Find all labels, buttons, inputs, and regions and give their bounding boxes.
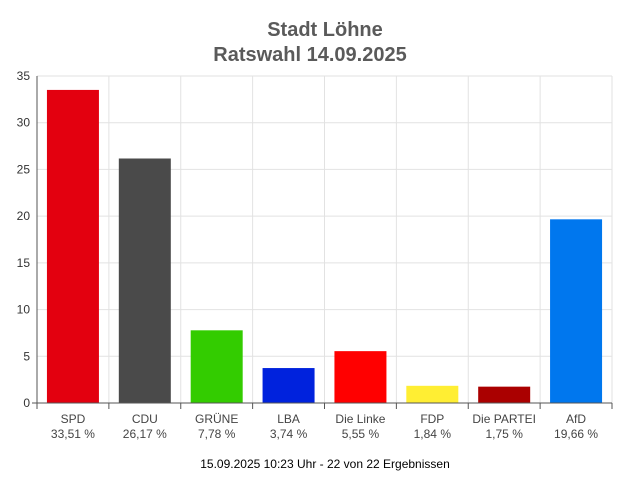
x-tick-label-lba: LBA bbox=[277, 412, 300, 426]
x-tick-label-die-linke: Die Linke bbox=[335, 412, 385, 426]
bar-die-linke bbox=[334, 351, 387, 403]
bar-afd bbox=[550, 219, 603, 403]
bar-fdp bbox=[406, 385, 459, 403]
x-tick-label-cdu: CDU bbox=[132, 412, 158, 426]
value-label-afd: 19,66 % bbox=[554, 427, 598, 441]
x-tick-label-fdp: FDP bbox=[420, 412, 444, 426]
y-tick-30: 30 bbox=[17, 116, 31, 130]
bars bbox=[46, 89, 603, 403]
axes bbox=[32, 76, 613, 409]
chart-footer: 15.09.2025 10:23 Uhr - 22 von 22 Ergebni… bbox=[200, 457, 450, 471]
x-tick-label-spd: SPD bbox=[61, 412, 86, 426]
bar-spd bbox=[46, 89, 99, 403]
x-tick-label-die-partei: Die PARTEI bbox=[472, 412, 536, 426]
value-label-gr-ne: 7,78 % bbox=[198, 427, 236, 441]
bar-die-partei bbox=[478, 386, 531, 403]
y-tick-0: 0 bbox=[23, 396, 30, 410]
x-tick-label-gr-ne: GRÜNE bbox=[195, 412, 238, 426]
chart-subtitle: Ratswahl 14.09.2025 bbox=[213, 44, 406, 66]
bar-cdu bbox=[118, 158, 171, 403]
value-label-cdu: 26,17 % bbox=[123, 427, 167, 441]
y-tick-20: 20 bbox=[17, 209, 31, 223]
bar-gr-ne bbox=[190, 330, 243, 403]
value-label-die-partei: 1,75 % bbox=[486, 427, 524, 441]
y-tick-15: 15 bbox=[17, 256, 31, 270]
y-tick-35: 35 bbox=[17, 69, 31, 83]
y-tick-5: 5 bbox=[23, 349, 30, 363]
value-label-fdp: 1,84 % bbox=[414, 427, 452, 441]
x-tick-label-afd: AfD bbox=[566, 412, 586, 426]
y-tick-25: 25 bbox=[17, 162, 31, 176]
value-label-spd: 33,51 % bbox=[51, 427, 95, 441]
y-tick-10: 10 bbox=[17, 303, 31, 317]
chart-title: Stadt Löhne bbox=[267, 19, 383, 41]
value-label-die-linke: 5,55 % bbox=[342, 427, 380, 441]
bar-lba bbox=[262, 368, 315, 403]
value-label-lba: 3,74 % bbox=[270, 427, 308, 441]
